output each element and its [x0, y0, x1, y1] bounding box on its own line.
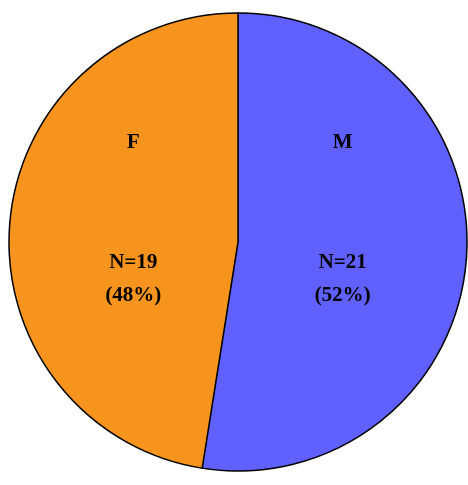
- pie-slice-f: [8, 12, 239, 470]
- slice-label-f-percent: (48%): [105, 282, 161, 306]
- slice-label-m-category: M: [333, 129, 353, 153]
- slice-label-f-category: F: [127, 129, 140, 153]
- slice-label-m-count: N=21: [319, 249, 367, 273]
- slice-label-f-count: N=19: [109, 249, 157, 273]
- pie-slice-m: [201, 12, 468, 472]
- slice-label-m-percent: (52%): [315, 282, 371, 306]
- pie-slices: [8, 12, 468, 472]
